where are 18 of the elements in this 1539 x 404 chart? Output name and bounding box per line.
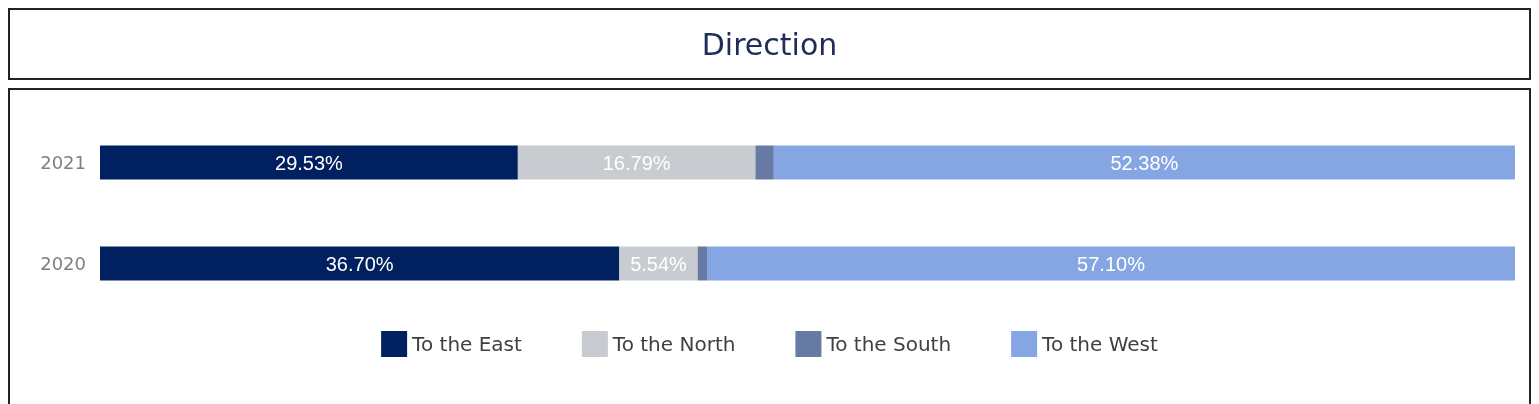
- chart-title: Direction: [8, 8, 1531, 80]
- bar: [517, 145, 756, 180]
- legend-label: To the West: [1041, 332, 1159, 356]
- bar: [773, 145, 1515, 180]
- data-label: 36.70%: [325, 252, 394, 275]
- y-tick-label: 2020: [40, 253, 86, 274]
- data-label: 57.10%: [1077, 252, 1146, 275]
- data-label: 29.53%: [275, 151, 344, 174]
- data-label: 52.38%: [1110, 151, 1179, 174]
- bar: [100, 246, 620, 281]
- bar: [697, 246, 708, 281]
- legend-label: To the North: [611, 332, 736, 356]
- bar: [707, 246, 1515, 281]
- bar: [100, 145, 518, 180]
- y-tick-label: 2021: [40, 152, 86, 173]
- bar: [755, 145, 774, 180]
- legend-label: To the South: [825, 332, 952, 356]
- legend-label: To the East: [411, 332, 523, 356]
